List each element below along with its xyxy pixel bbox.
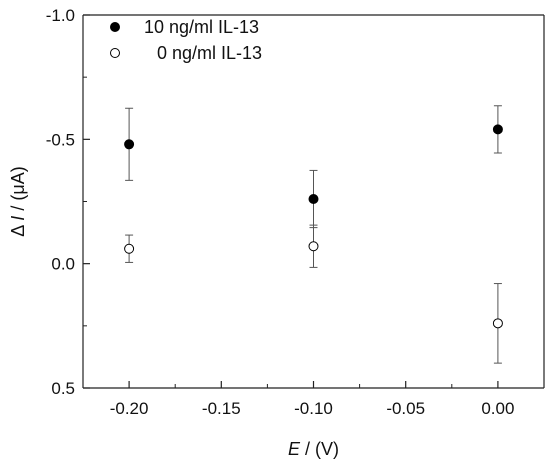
legend: 10 ng/ml IL-13 0 ng/ml IL-13 bbox=[110, 17, 262, 63]
x-axis-ticks: -0.20 -0.15 -0.10 -0.05 0.00 bbox=[82, 381, 545, 418]
data-series bbox=[124, 105, 503, 364]
x-tick-label: 0.00 bbox=[481, 399, 514, 418]
series-10ng bbox=[124, 105, 503, 229]
y-tick-label: 0.0 bbox=[51, 255, 75, 274]
x-axis-title: E / (V) bbox=[288, 439, 339, 459]
legend-item-10ng: 10 ng/ml IL-13 bbox=[110, 17, 259, 37]
y-axis-prefix: Δ bbox=[8, 221, 28, 237]
legend-label: 0 ng/ml IL-13 bbox=[157, 43, 262, 63]
y-tick-label: -1.0 bbox=[46, 6, 75, 25]
series-0ng bbox=[124, 224, 503, 364]
y-tick-label: 0.5 bbox=[51, 379, 75, 398]
data-point bbox=[124, 139, 135, 150]
data-point bbox=[308, 241, 319, 252]
y-axis-unit: / (μA) bbox=[8, 166, 28, 215]
y-axis-ticks: -1.0 -0.5 0.0 0.5 bbox=[46, 6, 90, 398]
data-point bbox=[492, 124, 503, 135]
x-axis-unit: / (V) bbox=[300, 439, 339, 459]
data-point bbox=[124, 243, 135, 254]
x-tick-label: -0.15 bbox=[202, 399, 241, 418]
y-tick-label: -0.5 bbox=[46, 130, 75, 149]
x-axis-variable: E bbox=[288, 439, 301, 459]
legend-label: 10 ng/ml IL-13 bbox=[144, 17, 259, 37]
data-point bbox=[492, 318, 503, 329]
data-point bbox=[308, 194, 319, 205]
x-tick-label: -0.20 bbox=[110, 399, 149, 418]
legend-marker-open bbox=[110, 48, 120, 58]
y-axis-variable: I bbox=[8, 216, 28, 221]
legend-marker-filled bbox=[110, 22, 120, 32]
x-tick-label: -0.05 bbox=[386, 399, 425, 418]
legend-item-0ng: 0 ng/ml IL-13 bbox=[110, 43, 262, 63]
x-tick-label: -0.10 bbox=[294, 399, 333, 418]
y-axis-title: Δ I / (μA) bbox=[8, 166, 28, 236]
